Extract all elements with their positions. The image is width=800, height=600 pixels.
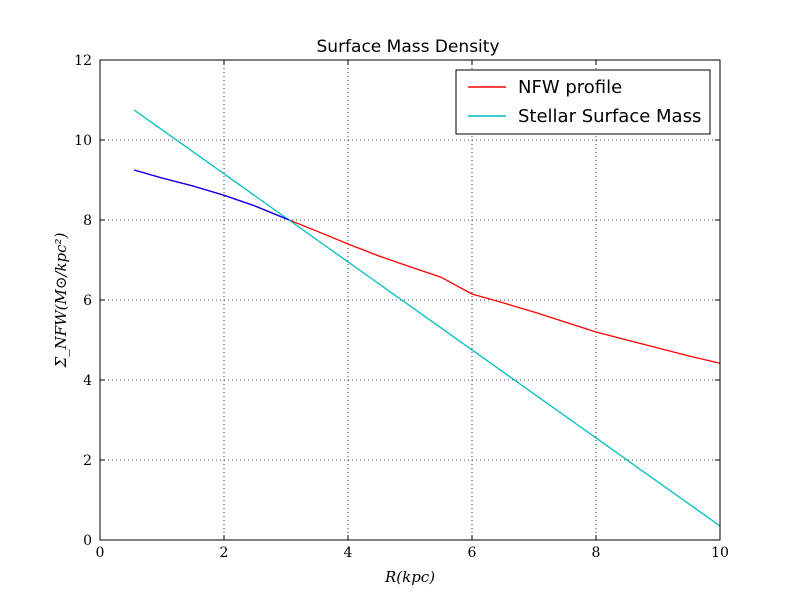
y-tick-label: 10 [74,133,92,149]
tick-labels: 0 2 4 6 8 10 0 2 4 6 8 10 12 [74,53,729,561]
y-tick-label: 2 [83,453,92,469]
y-tick-label: 8 [83,213,92,229]
legend-label-stellar-surface-mass: Stellar Surface Mass [518,106,701,127]
x-tick-label: 4 [344,545,353,561]
chart-title: Surface Mass Density [317,37,500,57]
x-tick-label: 6 [468,545,477,561]
y-axis-label: Σ_NFW(M⊙/kpc²) [52,232,70,368]
series-lines [133,109,721,527]
y-tick-label: 4 [83,373,92,389]
legend-box [455,69,711,135]
legend: NFW profile Stellar Surface Mass [455,69,711,135]
x-tick-label: 8 [592,545,601,561]
series-line-nfw-inner-segment [133,169,290,221]
legend-label-nfw-profile: NFW profile [518,77,622,98]
x-tick-label: 0 [96,545,105,561]
x-tick-label: 10 [711,545,729,561]
axis-ticks [99,59,721,541]
y-tick-label: 12 [74,53,92,69]
series-line-stellar-surface-mass [133,109,721,527]
y-tick-label: 0 [83,533,92,549]
y-tick-label: 6 [83,293,92,309]
series-line-nfw-profile [133,169,721,364]
x-tick-label: 2 [220,545,229,561]
x-axis-label: R(kpc) [384,568,435,586]
grid-lines [100,60,720,540]
